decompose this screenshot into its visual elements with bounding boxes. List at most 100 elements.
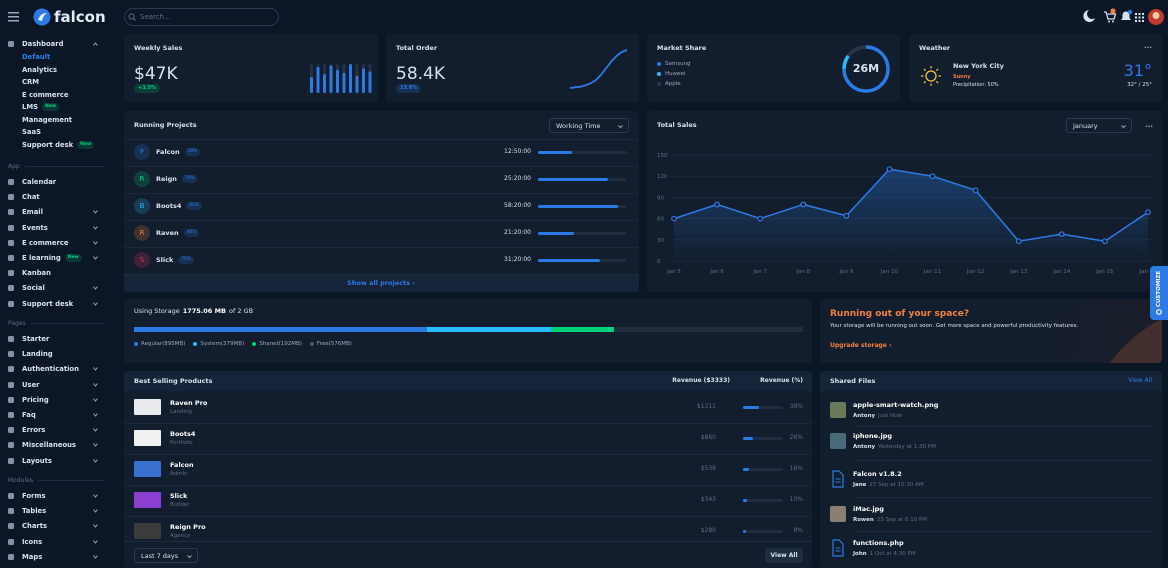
file-name[interactable]: iphone.jpg — [853, 432, 893, 440]
project-name-row[interactable]: Falcon 38% — [156, 147, 201, 157]
file-name[interactable]: functions.php — [853, 539, 904, 547]
legend-label: System(379MB) — [200, 341, 245, 347]
legend-item: System(379MB) — [193, 341, 244, 347]
nav-item[interactable]: Forms — [22, 491, 46, 501]
view-all-button[interactable]: View All — [765, 548, 803, 563]
nav-item[interactable]: CRM — [22, 77, 39, 87]
nav-item[interactable]: E learning New — [22, 253, 82, 263]
apps-icon[interactable] — [1135, 13, 1144, 22]
project-name-row[interactable]: Boots4 90% — [156, 201, 202, 211]
bar — [310, 77, 313, 93]
sales-point — [929, 173, 936, 180]
nav-item[interactable]: Faq — [22, 410, 36, 420]
nav-item[interactable]: LMS New — [22, 102, 59, 112]
nav-label: Support desk — [22, 299, 74, 308]
product-name[interactable]: Slick — [170, 492, 188, 500]
footer-link[interactable]: Show all projects › — [347, 279, 415, 287]
progress-badge: 79% — [181, 175, 198, 183]
nav-item[interactable]: Default — [22, 52, 50, 62]
product-name[interactable]: Falcon — [170, 461, 194, 469]
nav-item[interactable]: Management — [22, 115, 72, 125]
nav-item[interactable]: Dashboard — [22, 39, 63, 49]
product-name[interactable]: Boots4 — [170, 430, 196, 438]
nav-item[interactable]: E commerce — [22, 90, 68, 100]
x-tick-label: Jan 9 — [838, 269, 853, 275]
revenue-bar — [743, 405, 759, 409]
legend-dot — [309, 342, 314, 346]
product-name[interactable]: Reign Pro — [170, 523, 206, 531]
card-header — [820, 371, 1162, 391]
menu-toggle[interactable] — [8, 12, 20, 22]
customize-tab[interactable]: CUSTOMIZE — [1150, 266, 1168, 320]
select[interactable]: Last 7 days — [134, 548, 198, 563]
select[interactable]: January — [1066, 118, 1132, 133]
nav-section-line — [30, 322, 104, 324]
product-thumbnail — [134, 492, 161, 508]
card-menu[interactable]: ... — [1144, 42, 1152, 50]
nav-icon — [8, 366, 14, 373]
nav-item[interactable]: Kanban — [22, 268, 51, 278]
nav-item[interactable]: Layouts — [22, 456, 52, 466]
nav-item[interactable]: Events — [22, 223, 48, 233]
nav-item[interactable]: Landing — [22, 349, 53, 359]
nav-icon — [8, 396, 14, 403]
nav-item[interactable]: Charts — [22, 521, 47, 531]
nav-item[interactable]: Support desk — [22, 299, 73, 309]
nav-item[interactable]: Starter — [22, 334, 49, 344]
bar — [342, 72, 346, 93]
cart-icon[interactable] — [1104, 11, 1117, 20]
nav-item[interactable]: Tables — [22, 506, 46, 516]
apps-dot — [1138, 20, 1141, 22]
revenue-bar — [743, 529, 747, 533]
product-name[interactable]: Raven Pro — [170, 399, 208, 407]
nav-item[interactable]: Email — [22, 207, 43, 217]
nav-item[interactable]: Miscellaneous — [22, 440, 76, 450]
project-name-row[interactable]: Slick 70% — [156, 255, 194, 265]
chevron-path — [93, 286, 98, 291]
project-avatar: R — [134, 171, 150, 187]
file-name[interactable]: Falcon v1.8.2 — [853, 470, 902, 478]
nav-item[interactable]: Chat — [22, 192, 40, 202]
promo-action[interactable]: Upgrade storage › — [830, 342, 892, 349]
search-placeholder: Search... — [140, 13, 171, 21]
nav-label: Pricing — [22, 395, 49, 404]
nav-item[interactable]: Errors — [22, 425, 45, 435]
chevron — [93, 382, 98, 387]
nav-item[interactable]: Calendar — [22, 177, 56, 187]
nav-item[interactable]: SaaS — [22, 127, 41, 137]
progress-track — [538, 258, 627, 262]
file-name[interactable]: iMac.jpg — [853, 505, 884, 513]
product-category: Agency — [170, 533, 191, 539]
project-name-row[interactable]: Reign 79% — [156, 174, 198, 184]
file-name[interactable]: apple-smart-watch.png — [853, 401, 939, 409]
nav-item[interactable]: Maps — [22, 552, 42, 562]
chevron-path — [93, 413, 98, 417]
customize-label: CUSTOMIZE — [1156, 270, 1162, 308]
nav-item[interactable]: Authentication — [22, 364, 79, 374]
nav-item[interactable]: Support desk New — [22, 140, 95, 150]
bell-icon[interactable] — [1121, 11, 1131, 20]
card-menu[interactable]: ... — [1145, 121, 1153, 129]
chevron-path — [93, 524, 98, 529]
view-all-link[interactable]: View All — [1128, 377, 1152, 384]
product-category: Admin — [170, 471, 188, 477]
file-user: Antony — [853, 413, 876, 419]
sun-ray — [935, 68, 939, 72]
select[interactable]: Working Time — [549, 118, 629, 133]
legend-label: Regular(895MB) — [141, 341, 186, 347]
progress-badge: 40% — [183, 229, 200, 237]
legend-dot — [657, 82, 661, 86]
card-title: Running Projects — [134, 121, 197, 129]
weather-card: Weather... New York City Sunny Precipitatio… — [909, 34, 1162, 102]
nav-item[interactable]: User — [22, 380, 40, 390]
product-thumbnail — [134, 399, 161, 415]
theme-toggle[interactable] — [1083, 10, 1095, 22]
nav-item[interactable]: E commerce — [22, 238, 68, 248]
nav-item[interactable]: Social — [22, 283, 45, 293]
nav-item[interactable]: Pricing — [22, 395, 49, 405]
nav-item[interactable]: Analytics — [22, 65, 57, 75]
big-value: $47K — [134, 64, 178, 84]
search-box[interactable] — [124, 8, 279, 26]
nav-item[interactable]: Icons — [22, 537, 42, 547]
project-name-row[interactable]: Raven 40% — [156, 228, 200, 238]
